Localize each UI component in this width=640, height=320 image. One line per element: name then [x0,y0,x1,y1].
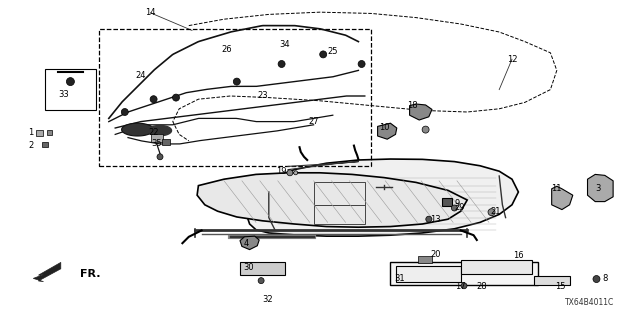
Circle shape [287,170,293,176]
Text: 2: 2 [28,141,33,150]
Text: 24: 24 [136,71,146,80]
Text: 16: 16 [513,252,524,260]
Bar [418,256,432,263]
Text: 35: 35 [151,140,161,148]
Polygon shape [33,262,61,282]
Text: 3: 3 [596,184,601,193]
Polygon shape [588,174,613,202]
Text: 23: 23 [257,92,268,100]
Bar [99,29,371,166]
Text: 22: 22 [148,128,159,137]
Text: 26: 26 [222,45,232,54]
Text: 31: 31 [395,274,405,283]
Polygon shape [378,123,397,139]
Text: 19: 19 [276,167,287,176]
Text: 32: 32 [262,295,273,304]
Circle shape [426,216,432,222]
Circle shape [358,60,365,68]
Text: 21: 21 [491,207,501,216]
Circle shape [461,283,467,289]
Circle shape [150,96,157,103]
Bar [47,130,52,135]
Text: 18: 18 [408,101,418,110]
Bar [36,130,43,136]
Text: 4: 4 [244,239,249,248]
Polygon shape [240,236,259,250]
Polygon shape [552,186,573,210]
Text: FR.: FR. [80,268,100,279]
Polygon shape [197,173,467,227]
Polygon shape [148,125,172,136]
Circle shape [122,108,128,116]
Circle shape [488,209,495,216]
Circle shape [258,278,264,284]
Text: 9: 9 [455,199,460,208]
Circle shape [593,276,600,283]
Text: 29: 29 [454,203,465,212]
Circle shape [422,126,429,133]
Bar [314,205,365,224]
Bar [396,266,461,282]
Polygon shape [410,104,432,120]
Text: 14: 14 [145,8,156,17]
Bar [45,69,96,110]
Circle shape [67,77,74,85]
Text: 34: 34 [280,40,290,49]
Text: 20: 20 [430,250,440,259]
Circle shape [234,78,240,85]
Text: 11: 11 [552,184,562,193]
Bar [461,260,532,274]
Bar [314,182,365,205]
Bar [42,142,48,147]
Circle shape [173,94,179,101]
Bar [240,262,285,275]
Text: 15: 15 [555,282,565,291]
Text: 30: 30 [243,263,253,272]
Bar [151,133,163,141]
Text: 10: 10 [379,124,389,132]
Text: 1: 1 [28,128,33,137]
Circle shape [320,51,326,58]
Text: 25: 25 [328,47,338,56]
Text: 27: 27 [308,117,319,126]
Circle shape [451,205,458,211]
Text: 8: 8 [602,274,607,283]
Bar [442,197,452,205]
Circle shape [294,171,298,175]
Polygon shape [122,123,154,136]
Text: 13: 13 [430,215,440,224]
Text: 12: 12 [507,55,517,64]
Text: TX64B4011C: TX64B4011C [565,298,614,307]
Circle shape [278,60,285,68]
Bar [390,262,538,285]
Bar [534,276,570,285]
Polygon shape [244,159,518,236]
Text: 33: 33 [59,90,69,99]
Circle shape [157,154,163,160]
Text: 17: 17 [456,282,466,291]
Text: 28: 28 [476,282,486,291]
Bar [163,140,170,145]
